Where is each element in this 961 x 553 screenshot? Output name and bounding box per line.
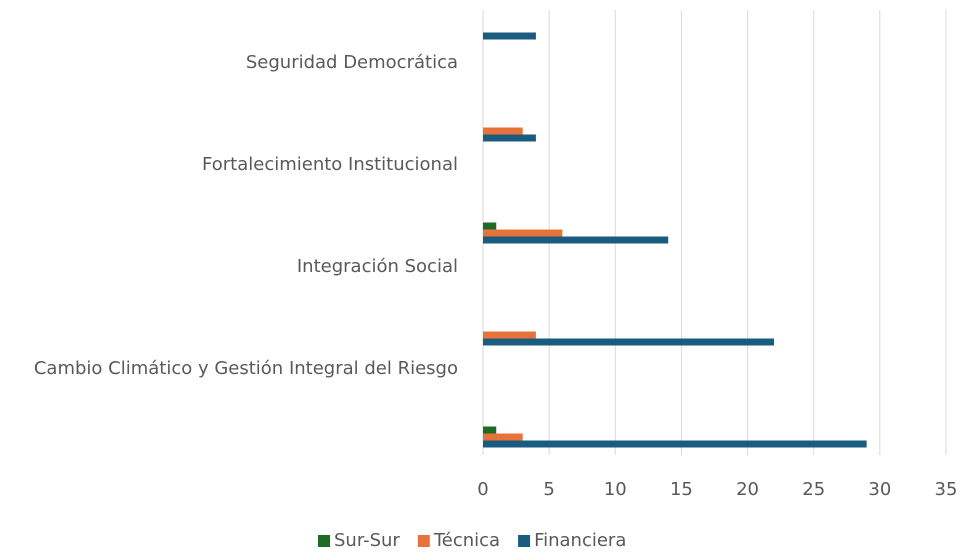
y-tick-label: Fortalecimiento Institucional xyxy=(202,154,458,175)
legend-label: Sur-Sur xyxy=(334,530,400,551)
bar xyxy=(483,236,669,244)
bar xyxy=(483,32,536,40)
x-tick-label: 20 xyxy=(736,479,759,500)
bar xyxy=(483,222,497,230)
bar xyxy=(483,331,536,339)
legend-label: Técnica xyxy=(433,530,500,551)
x-tick-label: 0 xyxy=(477,479,488,500)
x-tick-label: 10 xyxy=(604,479,627,500)
bar xyxy=(483,338,775,346)
bar xyxy=(483,127,523,135)
x-tick-label: 25 xyxy=(802,479,825,500)
y-tick-label: Seguridad Democrática xyxy=(246,52,458,73)
x-tick-label: 35 xyxy=(935,479,958,500)
bar xyxy=(483,229,563,237)
legend-swatch xyxy=(318,535,330,547)
bar xyxy=(483,426,497,434)
y-tick-label: Integración Social xyxy=(297,256,458,277)
bar xyxy=(483,134,536,142)
legend-swatch xyxy=(518,535,531,547)
x-tick-label: 5 xyxy=(543,479,554,500)
bar xyxy=(483,433,523,441)
bar xyxy=(483,440,867,448)
y-tick-label: Cambio Climático y Gestión Integral del … xyxy=(34,358,458,379)
legend-label: Financiera xyxy=(534,530,626,551)
legend-swatch xyxy=(417,535,430,547)
x-tick-label: 15 xyxy=(670,479,693,500)
x-tick-label: 30 xyxy=(868,479,891,500)
